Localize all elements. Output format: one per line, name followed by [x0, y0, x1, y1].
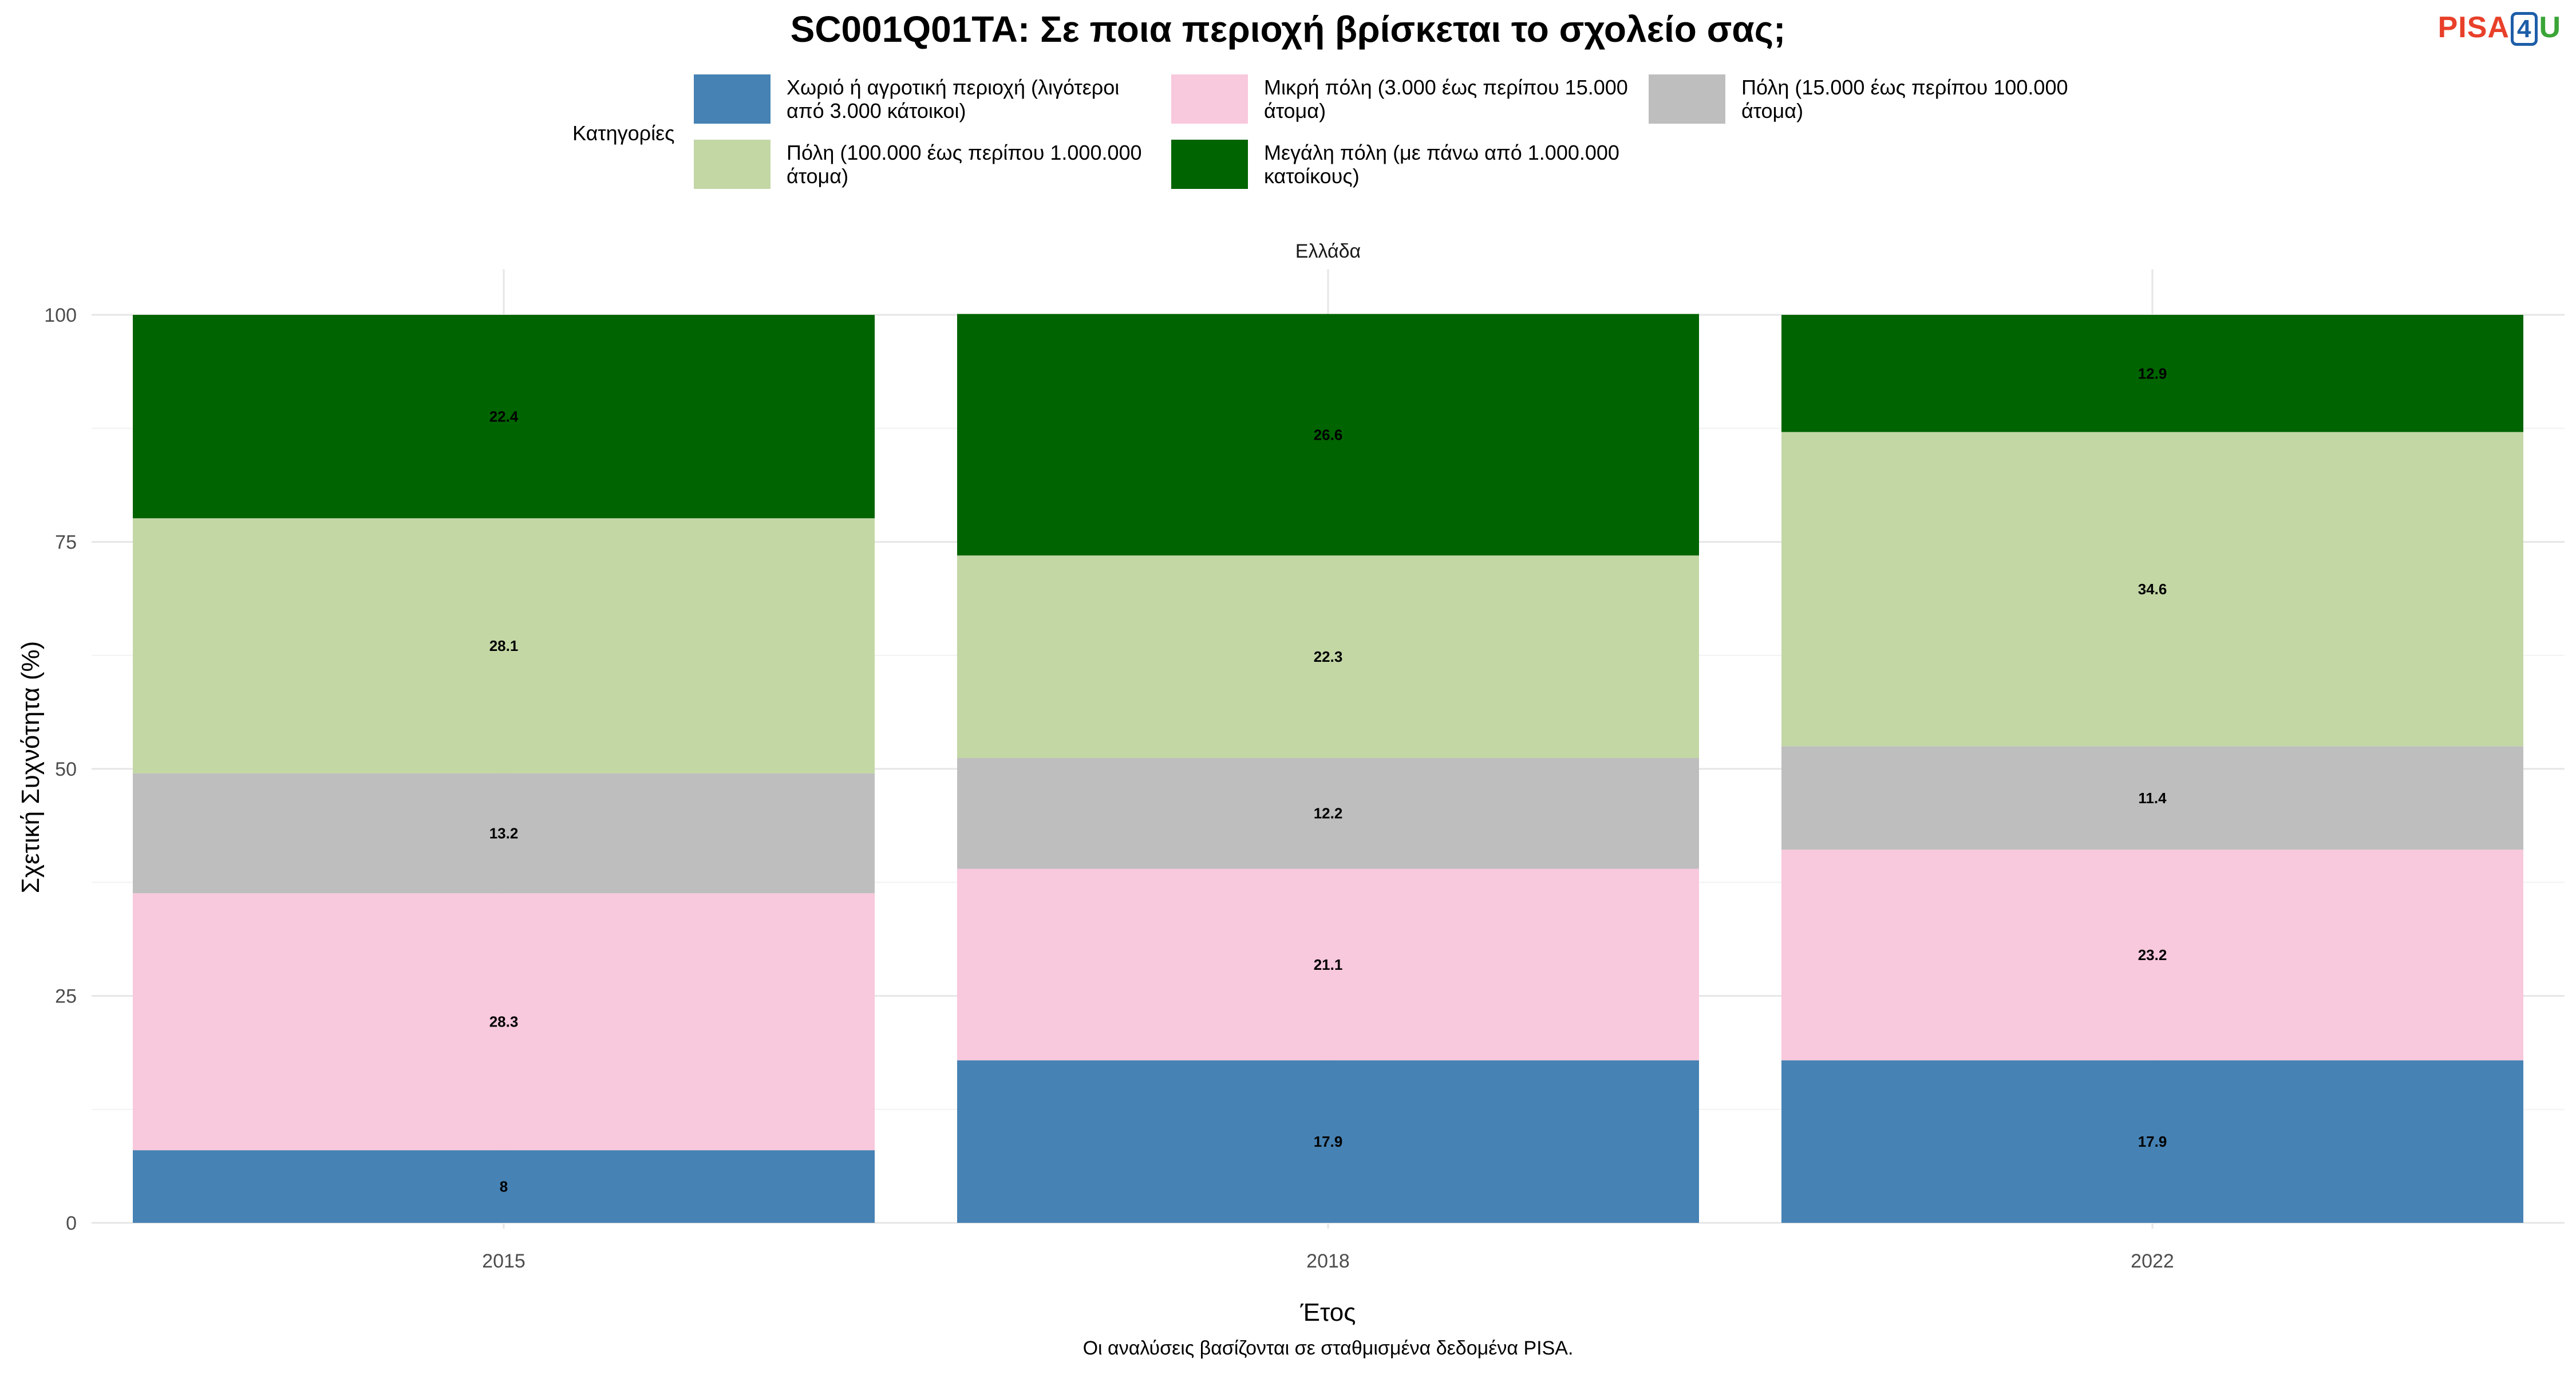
bar-segment[interactable] — [133, 518, 875, 773]
legend-item-large-city[interactable]: Μεγάλη πόλη (με πάνω από 1.000.000 κατοί… — [1171, 140, 1630, 189]
legend-label: Μικρή πόλη (3.000 έως περίπου 15.000 άτο… — [1264, 76, 1628, 123]
x-tick-label: 2018 — [1306, 1250, 1350, 1272]
bar-segment[interactable] — [957, 314, 1699, 556]
x-tick-label: 2015 — [482, 1250, 526, 1272]
legend-label: Πόλη (15.000 έως περίπου 100.000 άτομα) — [1741, 76, 2068, 123]
bar-value-label: 17.9 — [1314, 1133, 1343, 1150]
bar-segments — [133, 314, 2523, 1223]
legend-title: Κατηγορίες — [572, 121, 675, 145]
bar-value-label: 22.3 — [1314, 648, 1343, 665]
bar-value-label: 26.6 — [1314, 426, 1343, 443]
legend-swatch-icon — [1171, 74, 1248, 124]
bar-value-label: 12.2 — [1314, 805, 1343, 822]
legend-label: Μεγάλη πόλη (με πάνω από 1.000.000 κατοί… — [1264, 141, 1619, 188]
bar-segment[interactable] — [957, 555, 1699, 758]
bar-segment[interactable] — [1781, 432, 2523, 747]
bar-value-label: 21.1 — [1314, 956, 1343, 973]
bar-segment[interactable] — [1781, 746, 2523, 850]
legend-item-small-town[interactable]: Μικρή πόλη (3.000 έως περίπου 15.000 άτο… — [1171, 74, 1630, 124]
bar-value-label: 28.3 — [489, 1013, 519, 1030]
legend-item-town[interactable]: Πόλη (15.000 έως περίπου 100.000 άτομα) — [1649, 74, 2108, 124]
bar-value-label: 8 — [500, 1178, 508, 1195]
brand-logo-part-2: 4 — [2510, 12, 2538, 46]
legend-swatch-icon — [694, 140, 771, 189]
bar-segment[interactable] — [133, 315, 875, 519]
bar-value-label: 13.2 — [489, 825, 519, 842]
y-tick-label: 0 — [66, 1213, 77, 1234]
bar-segment[interactable] — [133, 893, 875, 1151]
axis-ticks: 0 25 50 75 100 2015 2018 2022 — [44, 305, 2174, 1272]
brand-logo-part-1: PISA — [2437, 11, 2510, 44]
bar-value-labels: 8 28.3 13.2 28.1 22.4 17.9 21.1 12.2 22.3 26.6 17.… — [489, 365, 2167, 1195]
bar-value-label: 11.4 — [2138, 789, 2167, 807]
bar-segment[interactable] — [133, 773, 875, 894]
legend-label: Πόλη (100.000 έως περίπου 1.000.000 άτομ… — [787, 141, 1142, 188]
legend-swatch-icon — [1649, 74, 1725, 124]
chart-title: SC001Q01TA: Σε ποια περιοχή βρίσκεται το… — [790, 9, 1786, 50]
x-axis-label: Έτος — [1300, 1298, 1356, 1326]
bar-value-label: 12.9 — [2138, 365, 2167, 382]
facet-label: Ελλάδα — [1295, 240, 1361, 262]
caption: Οι αναλύσεις βασίζονται σε σταθμισμένα δ… — [1082, 1337, 1574, 1359]
y-tick-label: 100 — [44, 305, 77, 326]
bar-value-label: 17.9 — [2138, 1133, 2167, 1150]
legend-item-village[interactable]: Χωριό ή αγροτική περιοχή (λιγότεροι από … — [694, 74, 1153, 124]
y-axis-label: Σχετική Συχνότητα (%) — [17, 641, 45, 894]
bar-segment[interactable] — [957, 868, 1699, 1061]
bar-value-label: 23.2 — [2138, 946, 2167, 964]
bar-segment[interactable] — [1781, 850, 2523, 1061]
bar-segment[interactable] — [133, 1150, 875, 1223]
bar-value-label: 22.4 — [489, 408, 519, 425]
bar-segment[interactable] — [957, 1060, 1699, 1223]
y-tick-label: 50 — [55, 759, 77, 780]
y-tick-label: 75 — [55, 532, 77, 554]
legend-item-city[interactable]: Πόλη (100.000 έως περίπου 1.000.000 άτομ… — [694, 140, 1153, 189]
brand-logo[interactable]: PISA 4 U — [2437, 10, 2561, 46]
bar-segment[interactable] — [1781, 1060, 2523, 1223]
bar-segment[interactable] — [1781, 315, 2523, 432]
legend-label: Χωριό ή αγροτική περιοχή (λιγότεροι από … — [787, 76, 1120, 123]
x-tick-label: 2022 — [2131, 1250, 2174, 1272]
brand-logo-part-3: U — [2539, 11, 2561, 44]
bar-value-label: 34.6 — [2138, 581, 2167, 598]
legend-swatch-icon — [1171, 140, 1248, 189]
bar-segment[interactable] — [957, 757, 1699, 869]
legend-swatch-icon — [694, 74, 771, 124]
bar-value-label: 28.1 — [489, 637, 519, 654]
y-tick-label: 25 — [55, 986, 77, 1008]
